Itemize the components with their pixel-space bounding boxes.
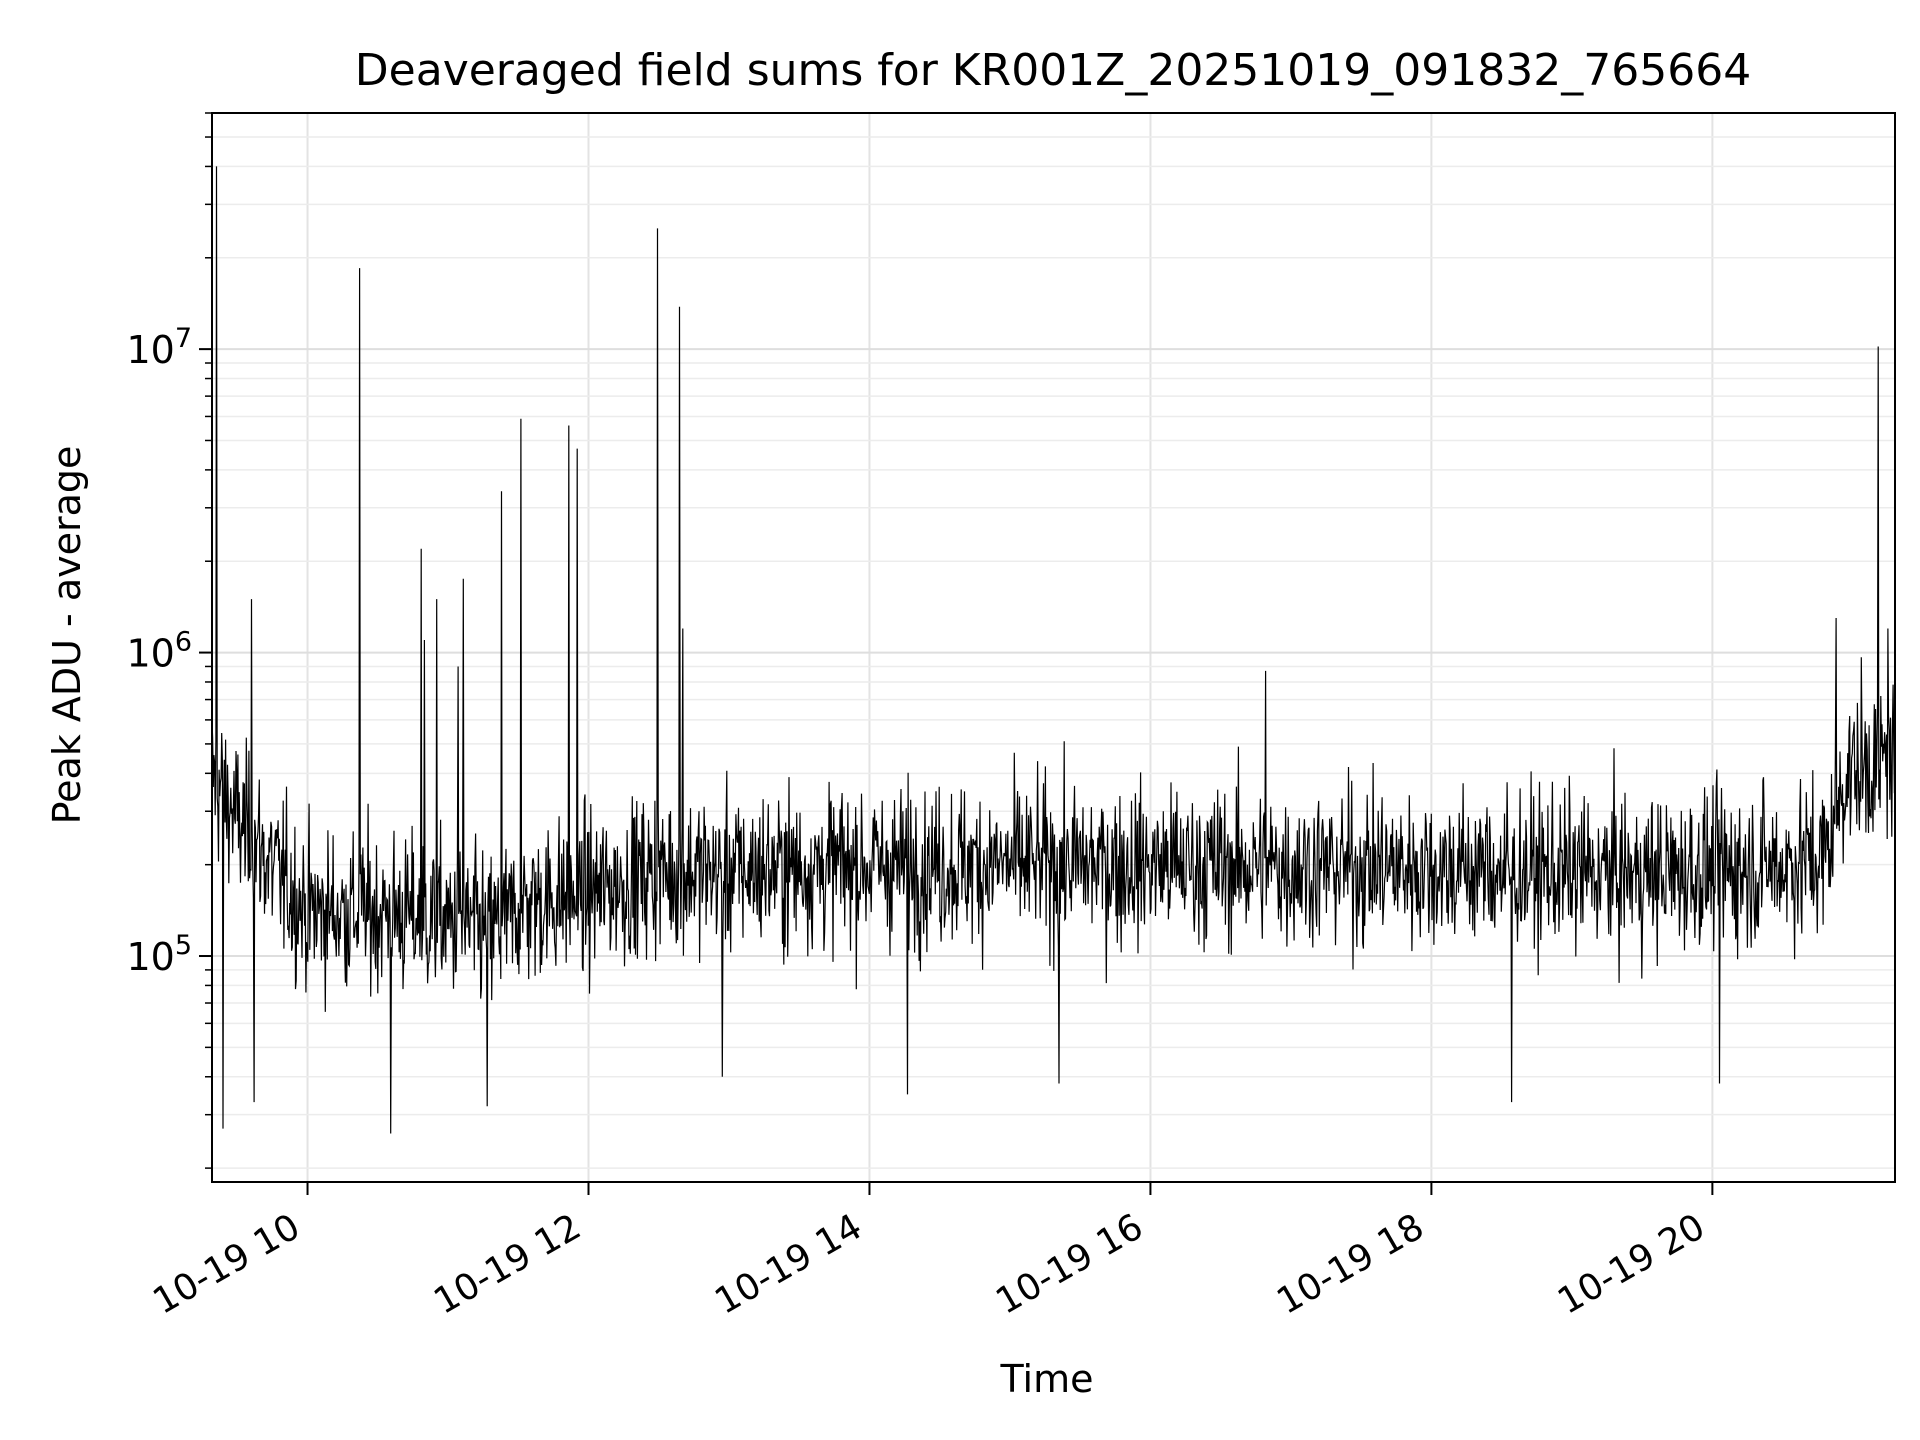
chart-title: Deaveraged field sums for KR001Z_2025101… — [355, 45, 1751, 96]
x-axis-label: Time — [1000, 1357, 1094, 1401]
y-tick-label: 106 — [126, 627, 192, 676]
data-series — [211, 166, 1896, 1134]
x-tick-label: 10-19 18 — [1270, 1206, 1431, 1322]
x-tick-label: 10-19 16 — [989, 1206, 1150, 1322]
y-axis-label: Peak ADU - average — [45, 446, 89, 825]
y-tick-label: 107 — [126, 323, 192, 372]
x-tick-label: 10-19 20 — [1551, 1206, 1712, 1322]
x-tick-label: 10-19 12 — [427, 1206, 588, 1322]
plot-frame — [211, 112, 1896, 1183]
y-tick-label: 105 — [126, 930, 192, 979]
series-line — [211, 166, 1896, 1134]
axis-ticks: 10-19 10 10-19 12 10-19 14 10-19 16 10-19 18… — [126, 112, 1714, 1323]
x-tick-label: 10-19 14 — [708, 1206, 869, 1322]
grid-lines — [212, 112, 1895, 1182]
x-tick-label: 10-19 10 — [146, 1206, 307, 1322]
